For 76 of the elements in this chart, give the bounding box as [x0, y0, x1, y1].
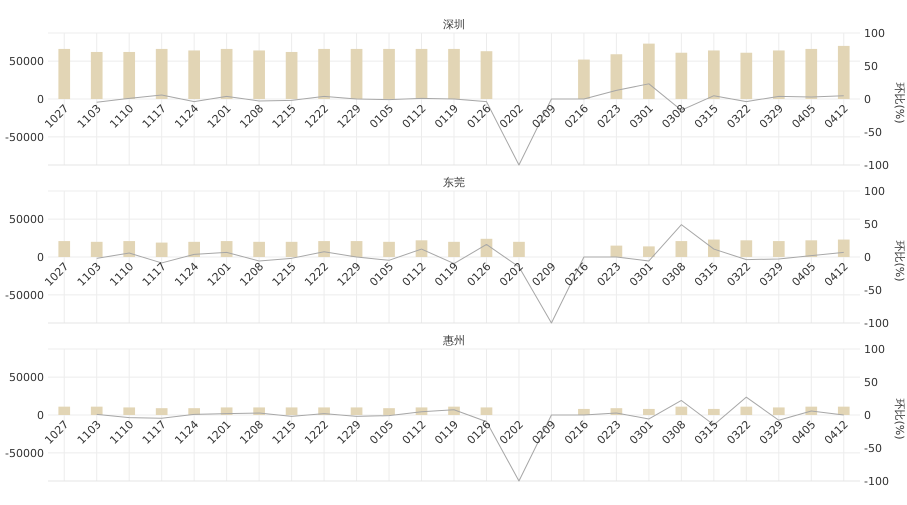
y-tick-label: 50000 [9, 213, 44, 226]
bar [708, 50, 720, 99]
bar [480, 238, 492, 257]
y2-tick-label: -50 [864, 442, 882, 455]
bar [610, 246, 622, 257]
y2-tick-label: -100 [864, 317, 889, 330]
y2-tick-label: -100 [864, 159, 889, 172]
bar [253, 242, 265, 257]
bar [58, 48, 70, 99]
y2-tick-label: 50 [864, 218, 878, 231]
y2-tick-label: 50 [864, 376, 878, 389]
bar [188, 242, 200, 257]
bar [740, 52, 752, 99]
bar [643, 246, 655, 257]
bar [676, 52, 688, 99]
bar [416, 240, 428, 257]
y2-tick-label: 100 [864, 343, 885, 356]
bar [772, 50, 785, 99]
bar [740, 240, 752, 257]
bar [156, 242, 168, 257]
y-tick-label: 50000 [9, 55, 44, 68]
bar [772, 241, 785, 257]
chart-title: 惠州 [442, 334, 465, 347]
y2-tick-label: 0 [864, 93, 871, 106]
bar [838, 240, 850, 257]
bar [513, 242, 525, 257]
bar [610, 54, 622, 99]
y2-tick-label: 100 [864, 27, 885, 40]
bar [676, 241, 688, 257]
bar [383, 242, 395, 257]
bar [838, 46, 850, 99]
bar [253, 50, 265, 99]
y2-tick-label: -50 [864, 126, 882, 139]
bar [123, 52, 136, 99]
y-tick-label: 50000 [9, 371, 44, 384]
bar [578, 60, 590, 99]
y-tick-label: -50000 [5, 130, 44, 144]
bar [350, 48, 362, 99]
bar [383, 48, 395, 99]
bar [156, 48, 168, 99]
y2-tick-label: 100 [864, 185, 885, 198]
y-tick-label: 0 [37, 251, 44, 264]
y-tick-label: -50000 [5, 446, 44, 460]
bar [480, 51, 492, 99]
y-tick-label: -50000 [5, 288, 44, 302]
bar [805, 240, 818, 257]
bar [286, 52, 298, 99]
bar [448, 242, 460, 257]
bar [188, 50, 200, 99]
chart-title: 东莞 [443, 176, 465, 189]
bar [90, 52, 103, 99]
bar [318, 48, 330, 99]
bar [90, 242, 103, 257]
y-tick-label: 0 [37, 93, 44, 106]
y2-axis-title: 环比(%) [893, 398, 906, 440]
chart-title: 深圳 [443, 18, 465, 31]
bar [805, 48, 818, 99]
y2-tick-label: -50 [864, 284, 882, 297]
y2-tick-label: -100 [864, 475, 889, 488]
bar [318, 241, 330, 257]
y-tick-label: 0 [37, 409, 44, 422]
bar [448, 48, 460, 99]
bar [220, 241, 232, 257]
bar [123, 241, 136, 257]
y2-tick-label: 0 [864, 251, 871, 264]
bar [643, 44, 655, 99]
bar [350, 241, 362, 257]
bar [708, 240, 720, 257]
bar [286, 242, 298, 257]
y2-axis-title: 环比(%) [893, 82, 906, 124]
bar [58, 241, 70, 257]
y2-tick-label: 0 [864, 409, 871, 422]
y2-tick-label: 50 [864, 60, 878, 73]
y2-axis-title: 环比(%) [893, 240, 906, 282]
bar [220, 48, 232, 99]
bar [416, 48, 428, 99]
